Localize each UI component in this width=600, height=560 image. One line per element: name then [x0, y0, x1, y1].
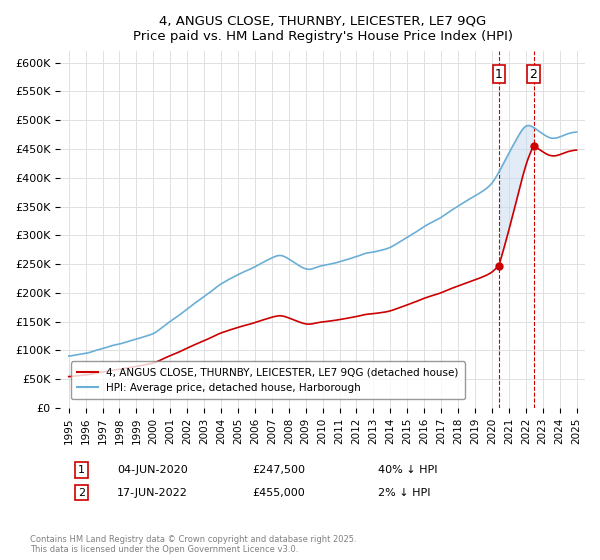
Legend: 4, ANGUS CLOSE, THURNBY, LEICESTER, LE7 9QG (detached house), HPI: Average price: 4, ANGUS CLOSE, THURNBY, LEICESTER, LE7 …	[71, 362, 465, 399]
Text: 17-JUN-2022: 17-JUN-2022	[117, 488, 188, 498]
Text: £247,500: £247,500	[252, 465, 305, 475]
Text: 1: 1	[495, 68, 503, 81]
Text: 40% ↓ HPI: 40% ↓ HPI	[378, 465, 437, 475]
Text: 1: 1	[78, 465, 85, 475]
Text: 2: 2	[78, 488, 85, 498]
Text: 2% ↓ HPI: 2% ↓ HPI	[378, 488, 431, 498]
Text: £455,000: £455,000	[252, 488, 305, 498]
Text: Contains HM Land Registry data © Crown copyright and database right 2025.
This d: Contains HM Land Registry data © Crown c…	[30, 535, 356, 554]
Text: 2: 2	[530, 68, 538, 81]
Title: 4, ANGUS CLOSE, THURNBY, LEICESTER, LE7 9QG
Price paid vs. HM Land Registry's Ho: 4, ANGUS CLOSE, THURNBY, LEICESTER, LE7 …	[133, 15, 512, 43]
Text: 04-JUN-2020: 04-JUN-2020	[117, 465, 188, 475]
